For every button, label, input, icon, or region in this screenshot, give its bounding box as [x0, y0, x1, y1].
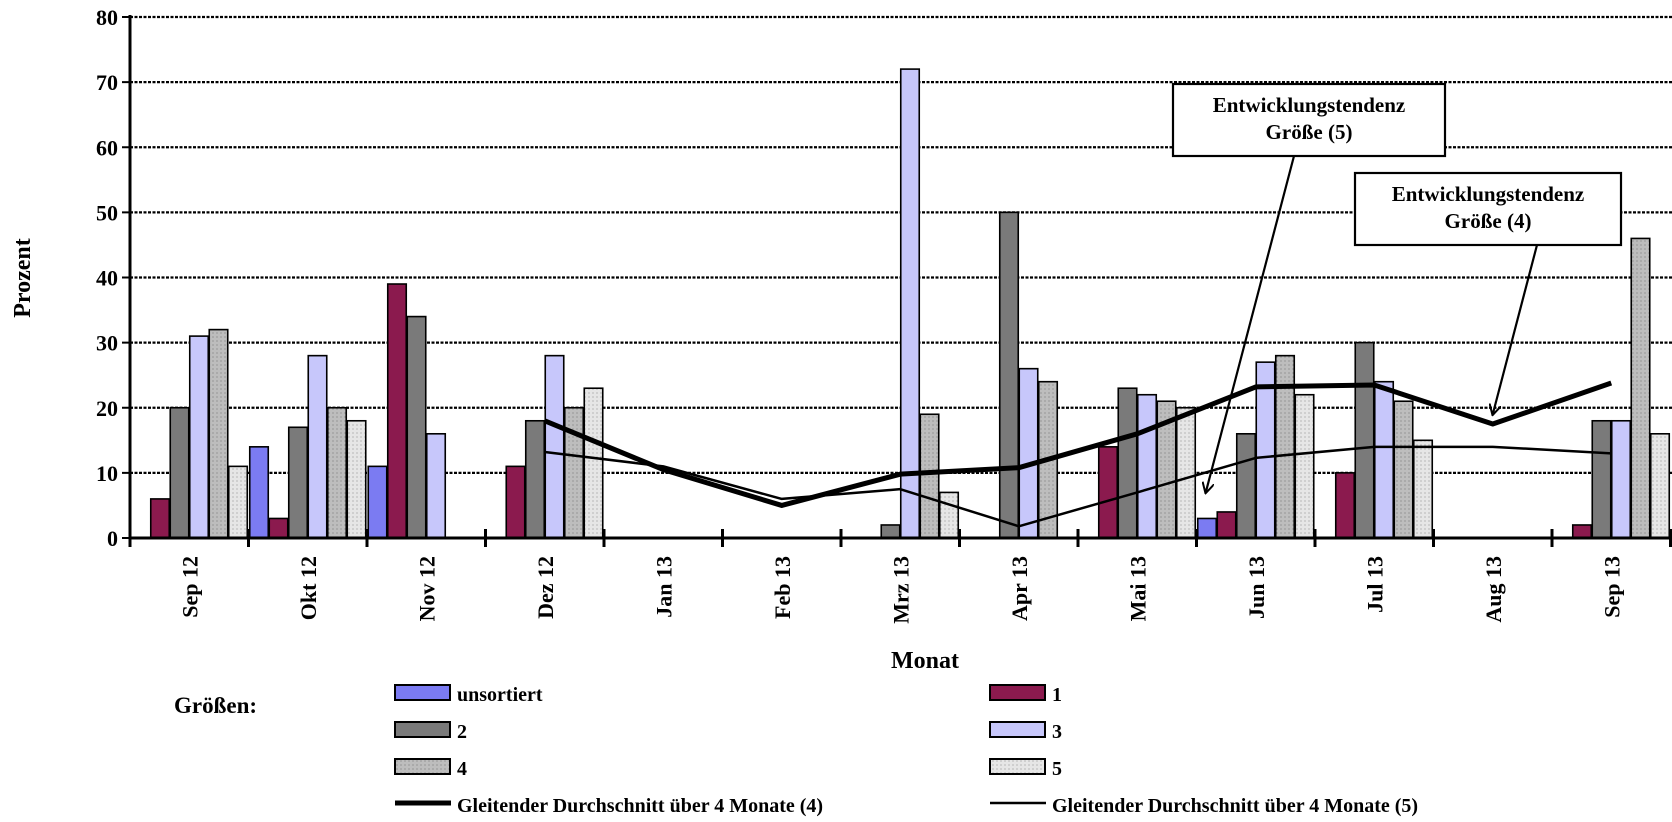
x-tick-label-mrz-13: Mrz 13 — [888, 556, 913, 624]
bars — [149, 68, 1671, 539]
bar-texture-dez-12-series-5 — [584, 388, 603, 538]
bar-okt-12-series-1 — [268, 517, 289, 539]
bar-texture-jul-13-series-5 — [1413, 440, 1433, 538]
legend-swatch-2 — [394, 721, 451, 738]
annotation-box-1 — [1171, 82, 1447, 158]
y-axis-title: Prozent — [10, 238, 36, 318]
bar-apr-13-series-2 — [998, 211, 1020, 539]
bar-mai-13-series-1 — [1097, 446, 1119, 539]
annotation-2-line-1: Entwicklungstendenz — [1392, 182, 1585, 206]
bar-jul-13-series-2 — [1354, 341, 1375, 539]
x-tick-label-jul-13: Jul 13 — [1362, 556, 1387, 613]
line-gleitender-durchschnitt-ber-4-monate-5 — [544, 445, 1612, 528]
x-tick-label-sep-12: Sep 12 — [177, 556, 202, 618]
bar-jun-13-series-2 — [1235, 432, 1257, 539]
bar-mai-13-series-3 — [1136, 393, 1158, 539]
annotation-1-line-2: Größe (5) — [1266, 120, 1353, 144]
y-tick-label-60: 60 — [96, 135, 118, 160]
annotation-arrow-2 — [1493, 244, 1539, 414]
legend: Größen: unsortiert 1 2 3 4 5 Gleitender Durchs… — [174, 684, 1418, 817]
bar-nov-12-series-2 — [406, 315, 427, 539]
bar-sep-12-series-3 — [188, 335, 210, 539]
bar-sep-13-series-3 — [1610, 419, 1632, 539]
bar-dez-12-series-1 — [505, 465, 526, 539]
bar-sep-12-series-2 — [169, 406, 190, 539]
x-tick-label-feb-13: Feb 13 — [770, 556, 795, 619]
legend-label-gleitender-durchschnitt-ber-4-monate-4: Gleitender Durchschnitt über 4 Monate (4… — [457, 795, 823, 817]
y-tick-label-30: 30 — [96, 331, 118, 356]
x-tick-label-aug-13: Aug 13 — [1481, 556, 1506, 623]
moving-average-lines — [543, 380, 1613, 528]
bar-texture-okt-12-series-5 — [347, 420, 366, 538]
axes: 0 10 20 30 40 50 60 70 80 Sep 12 Okt 12 Nov 12 Dez 1… — [96, 5, 1672, 624]
legend-swatch-3 — [989, 721, 1046, 738]
bar-okt-12-series-unsortiert — [248, 446, 270, 539]
bar-texture-jul-13-series-4 — [1394, 401, 1413, 538]
line-gleitender-durchschnitt-ber-4-monate-4 — [543, 380, 1613, 508]
bar-nov-12-series-unsortiert — [367, 465, 388, 539]
legend-label-4: 4 — [457, 758, 467, 780]
legend-label-1: 1 — [1052, 684, 1062, 706]
annotation-2-line-2: Größe (4) — [1445, 209, 1532, 233]
bar-nov-12-series-1 — [386, 283, 408, 539]
legend-title: Größen: — [174, 693, 257, 718]
bar-dez-12-series-2 — [524, 419, 546, 539]
bar-mrz-13-series-3 — [899, 68, 921, 539]
legend-label-2: 2 — [457, 721, 467, 743]
x-tick-label-dez-12: Dez 12 — [533, 556, 558, 619]
y-tick-label-50: 50 — [96, 200, 118, 225]
annotation-box-2 — [1353, 171, 1623, 247]
legend-label-unsortiert: unsortiert — [457, 684, 543, 706]
bar-texture-sep-13-series-4 — [1631, 238, 1650, 539]
bar-texture-sep-12-series-5 — [228, 466, 248, 538]
y-tick-label-20: 20 — [96, 396, 118, 421]
bar-mrz-13-series-2 — [880, 524, 901, 539]
y-tick-label-10: 10 — [96, 461, 118, 486]
bar-jul-13-series-1 — [1334, 472, 1356, 539]
x-axis-title: Monat — [891, 648, 959, 674]
bar-sep-13-series-2 — [1591, 419, 1612, 539]
bar-texture-sep-13-series-5 — [1650, 433, 1670, 538]
bar-sep-13-series-1 — [1571, 524, 1593, 539]
bar-texture-jun-13-series-4 — [1275, 355, 1295, 538]
x-tick-label-jan-13: Jan 13 — [651, 556, 676, 618]
y-tick-label-0: 0 — [107, 526, 118, 551]
x-tick-label-sep-13: Sep 13 — [1599, 556, 1624, 618]
bar-jun-13-series-1 — [1216, 511, 1237, 539]
legend-label-5: 5 — [1052, 758, 1062, 780]
legend-swatch-unsortiert — [394, 684, 451, 701]
bar-sep-12-series-1 — [149, 498, 171, 539]
bar-texture-jun-13-series-5 — [1295, 394, 1314, 538]
bar-texture-mrz-13-series-4 — [920, 414, 939, 538]
annotation-arrow-1 — [1206, 155, 1296, 492]
x-tick-label-jun-13: Jun 13 — [1244, 556, 1269, 619]
y-tick-label-70: 70 — [96, 70, 118, 95]
legend-label-gleitender-durchschnitt-ber-4-monate-5: Gleitender Durchschnitt über 4 Monate (5… — [1052, 795, 1418, 817]
annotations: Entwicklungstendenz Größe (5) Entwicklungs… — [1171, 82, 1623, 492]
annotation-1-line-1: Entwicklungstendenz — [1213, 93, 1406, 117]
bar-okt-12-series-2 — [287, 426, 309, 539]
bar-okt-12-series-3 — [307, 354, 328, 539]
x-tick-label-okt-12: Okt 12 — [296, 556, 321, 620]
bar-texture-mrz-13-series-5 — [939, 492, 959, 538]
x-tick-label-apr-13: Apr 13 — [1007, 556, 1032, 621]
x-tick-label-nov-12: Nov 12 — [414, 556, 439, 621]
bar-jul-13-series-3 — [1373, 380, 1395, 539]
y-tick-label-80: 80 — [96, 5, 118, 30]
bar-texture-okt-12-series-4 — [327, 407, 347, 538]
bar-texture-sep-12-series-4 — [209, 329, 228, 538]
bar-apr-13-series-3 — [1018, 367, 1039, 539]
bar-texture-mai-13-series-4 — [1157, 401, 1176, 538]
y-tick-label-40: 40 — [96, 266, 118, 291]
legend-label-3: 3 — [1052, 721, 1062, 743]
x-tick-label-mai-13: Mai 13 — [1125, 556, 1150, 621]
bar-texture-dez-12-series-4 — [564, 407, 584, 538]
bar-nov-12-series-3 — [425, 432, 447, 539]
legend-swatch-1 — [989, 684, 1046, 701]
bar-texture-mai-13-series-5 — [1176, 407, 1196, 538]
bar-jun-13-series-unsortiert — [1196, 517, 1218, 539]
bar-dez-12-series-3 — [544, 354, 565, 539]
bar-mai-13-series-2 — [1117, 387, 1138, 539]
